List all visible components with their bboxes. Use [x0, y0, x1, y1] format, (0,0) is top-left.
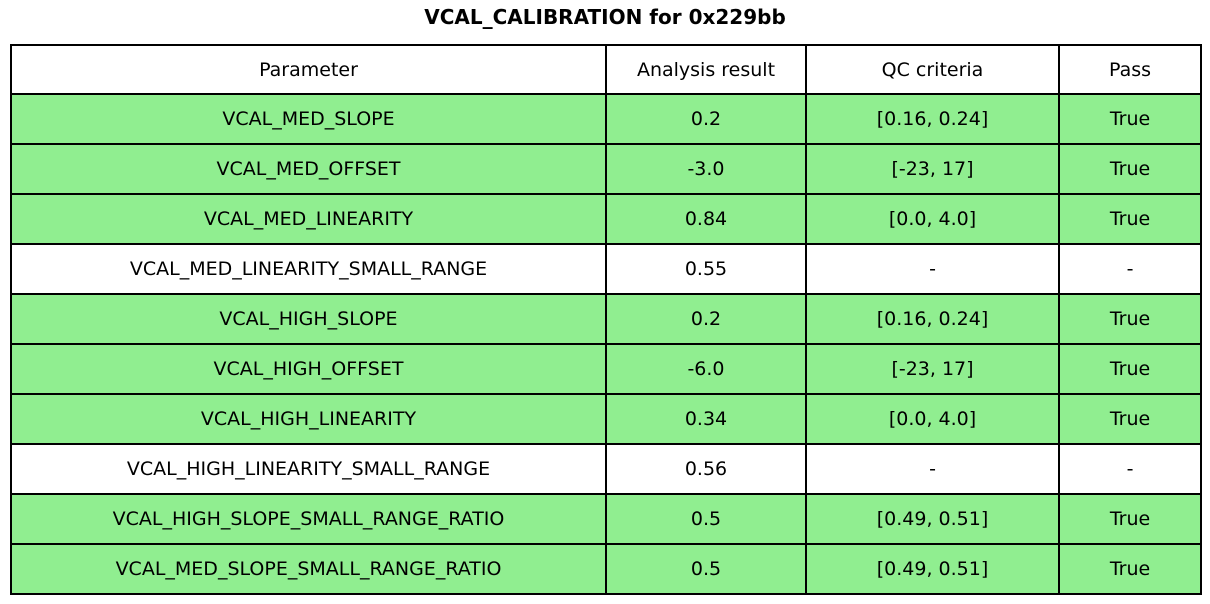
- table-row: VCAL_MED_OFFSET -3.0 [-23, 17] True: [10, 143, 1202, 195]
- cell-analysis-result: 0.2: [605, 293, 807, 345]
- cell-parameter: VCAL_HIGH_OFFSET: [10, 343, 607, 395]
- cell-pass: True: [1058, 543, 1202, 595]
- page-title: VCAL_CALIBRATION for 0x229bb: [424, 5, 786, 29]
- cell-analysis-result: -6.0: [605, 343, 807, 395]
- cell-analysis-result: 0.84: [605, 193, 807, 245]
- cell-pass: True: [1058, 293, 1202, 345]
- cell-analysis-result: 0.5: [605, 543, 807, 595]
- cell-parameter: VCAL_MED_OFFSET: [10, 143, 607, 195]
- cell-analysis-result: 0.55: [605, 243, 807, 295]
- table-row: VCAL_MED_LINEARITY_SMALL_RANGE 0.55 - -: [10, 243, 1202, 295]
- table-row: VCAL_HIGH_OFFSET -6.0 [-23, 17] True: [10, 343, 1202, 395]
- cell-pass: -: [1058, 243, 1202, 295]
- cell-qc-criteria: [0.0, 4.0]: [805, 193, 1060, 245]
- cell-qc-criteria: [-23, 17]: [805, 143, 1060, 195]
- cell-pass: True: [1058, 393, 1202, 445]
- cell-qc-criteria: -: [805, 443, 1060, 495]
- table-row: VCAL_MED_SLOPE 0.2 [0.16, 0.24] True: [10, 93, 1202, 145]
- header-row: Parameter Analysis result QC criteria Pa…: [10, 44, 1202, 95]
- cell-qc-criteria: [0.16, 0.24]: [805, 93, 1060, 145]
- cell-pass: True: [1058, 493, 1202, 545]
- cell-pass: True: [1058, 343, 1202, 395]
- qc-criteria-table: Parameter Analysis result QC criteria Pa…: [10, 44, 1202, 595]
- cell-analysis-result: 0.56: [605, 443, 807, 495]
- cell-pass: True: [1058, 93, 1202, 145]
- cell-parameter: VCAL_HIGH_LINEARITY_SMALL_RANGE: [10, 443, 607, 495]
- cell-parameter: VCAL_MED_LINEARITY_SMALL_RANGE: [10, 243, 607, 295]
- cell-parameter: VCAL_MED_SLOPE: [10, 93, 607, 145]
- cell-parameter: VCAL_HIGH_SLOPE_SMALL_RANGE_RATIO: [10, 493, 607, 545]
- cell-pass: True: [1058, 193, 1202, 245]
- cell-analysis-result: -3.0: [605, 143, 807, 195]
- table-row: VCAL_HIGH_SLOPE 0.2 [0.16, 0.24] True: [10, 293, 1202, 345]
- cell-analysis-result: 0.5: [605, 493, 807, 545]
- cell-qc-criteria: [-23, 17]: [805, 343, 1060, 395]
- table-row: VCAL_HIGH_LINEARITY_SMALL_RANGE 0.56 - -: [10, 443, 1202, 495]
- cell-qc-criteria: [0.0, 4.0]: [805, 393, 1060, 445]
- table-row: VCAL_MED_SLOPE_SMALL_RANGE_RATIO 0.5 [0.…: [10, 543, 1202, 595]
- table-row: VCAL_HIGH_LINEARITY 0.34 [0.0, 4.0] True: [10, 393, 1202, 445]
- cell-analysis-result: 0.34: [605, 393, 807, 445]
- cell-parameter: VCAL_MED_SLOPE_SMALL_RANGE_RATIO: [10, 543, 607, 595]
- cell-qc-criteria: [0.49, 0.51]: [805, 493, 1060, 545]
- cell-qc-criteria: [0.49, 0.51]: [805, 543, 1060, 595]
- cell-qc-criteria: -: [805, 243, 1060, 295]
- col-header-qc-criteria: QC criteria: [805, 44, 1060, 95]
- table-row: VCAL_HIGH_SLOPE_SMALL_RANGE_RATIO 0.5 [0…: [10, 493, 1202, 545]
- cell-parameter: VCAL_HIGH_LINEARITY: [10, 393, 607, 445]
- cell-pass: -: [1058, 443, 1202, 495]
- col-header-parameter: Parameter: [10, 44, 607, 95]
- col-header-pass: Pass: [1058, 44, 1202, 95]
- cell-qc-criteria: [0.16, 0.24]: [805, 293, 1060, 345]
- col-header-analysis-result: Analysis result: [605, 44, 807, 95]
- cell-parameter: VCAL_MED_LINEARITY: [10, 193, 607, 245]
- cell-analysis-result: 0.2: [605, 93, 807, 145]
- table-row: VCAL_MED_LINEARITY 0.84 [0.0, 4.0] True: [10, 193, 1202, 245]
- cell-parameter: VCAL_HIGH_SLOPE: [10, 293, 607, 345]
- cell-pass: True: [1058, 143, 1202, 195]
